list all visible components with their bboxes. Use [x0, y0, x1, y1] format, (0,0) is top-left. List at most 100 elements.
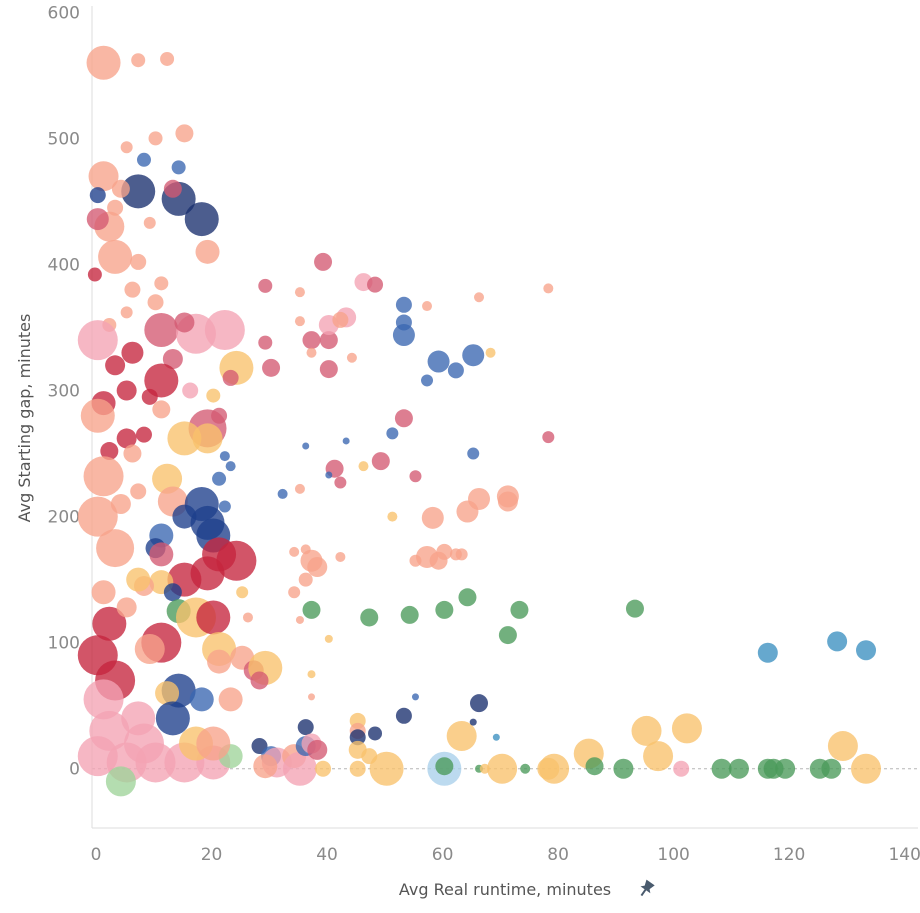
data-point[interactable]: [121, 341, 144, 364]
data-point[interactable]: [172, 504, 197, 529]
data-point[interactable]: [349, 729, 366, 746]
data-point[interactable]: [152, 463, 183, 494]
data-point[interactable]: [306, 347, 317, 358]
data-point[interactable]: [447, 362, 464, 379]
data-point[interactable]: [537, 757, 560, 780]
data-point[interactable]: [856, 640, 877, 661]
data-point[interactable]: [289, 546, 300, 557]
data-point[interactable]: [189, 687, 214, 712]
data-point[interactable]: [120, 306, 133, 319]
data-point[interactable]: [105, 355, 126, 376]
data-point[interactable]: [827, 631, 848, 652]
data-point[interactable]: [123, 444, 142, 463]
data-point[interactable]: [130, 253, 147, 270]
data-point[interactable]: [367, 276, 384, 293]
data-point[interactable]: [543, 283, 554, 294]
data-point[interactable]: [162, 349, 183, 370]
data-point[interactable]: [123, 723, 164, 764]
data-point[interactable]: [134, 633, 165, 664]
data-point[interactable]: [154, 276, 169, 291]
data-point[interactable]: [131, 53, 146, 68]
data-point[interactable]: [387, 511, 398, 522]
data-point[interactable]: [163, 583, 182, 602]
data-point[interactable]: [258, 335, 273, 350]
data-point[interactable]: [360, 608, 379, 627]
data-point[interactable]: [196, 600, 231, 635]
data-point[interactable]: [130, 483, 147, 500]
data-point[interactable]: [219, 451, 230, 462]
data-point[interactable]: [821, 758, 842, 779]
data-point[interactable]: [144, 313, 179, 348]
data-point[interactable]: [520, 763, 531, 774]
data-point[interactable]: [435, 600, 454, 619]
data-point[interactable]: [498, 626, 517, 645]
data-point[interactable]: [319, 331, 338, 350]
data-point[interactable]: [775, 758, 796, 779]
data-point[interactable]: [371, 452, 390, 471]
data-point[interactable]: [160, 51, 175, 66]
data-point[interactable]: [462, 344, 485, 367]
data-point[interactable]: [277, 488, 288, 499]
data-point[interactable]: [314, 252, 333, 271]
data-point[interactable]: [116, 428, 137, 449]
data-point[interactable]: [83, 456, 124, 497]
data-point[interactable]: [332, 311, 349, 328]
data-point[interactable]: [369, 751, 404, 786]
data-point[interactable]: [307, 739, 328, 760]
data-point[interactable]: [196, 726, 231, 761]
data-point[interactable]: [421, 506, 444, 529]
data-point[interactable]: [135, 426, 152, 443]
data-point[interactable]: [295, 615, 304, 624]
data-point[interactable]: [319, 360, 338, 379]
data-point[interactable]: [349, 760, 366, 777]
data-point[interactable]: [470, 694, 489, 713]
data-point[interactable]: [77, 320, 118, 361]
data-point[interactable]: [613, 758, 634, 779]
data-point[interactable]: [325, 471, 333, 479]
data-point[interactable]: [728, 758, 749, 779]
data-point[interactable]: [107, 199, 124, 216]
data-point[interactable]: [487, 753, 518, 784]
data-point[interactable]: [155, 701, 190, 736]
data-point[interactable]: [124, 281, 141, 298]
data-point[interactable]: [167, 421, 202, 456]
pin-icon[interactable]: [636, 879, 655, 899]
data-point[interactable]: [87, 267, 102, 282]
data-point[interactable]: [315, 760, 332, 777]
data-point[interactable]: [422, 301, 433, 312]
data-point[interactable]: [302, 331, 321, 350]
data-point[interactable]: [236, 586, 249, 599]
data-point[interactable]: [395, 707, 412, 724]
data-point[interactable]: [110, 493, 131, 514]
data-point[interactable]: [467, 447, 480, 460]
data-point[interactable]: [510, 600, 529, 619]
data-point[interactable]: [394, 409, 413, 428]
data-point[interactable]: [250, 671, 269, 690]
data-point[interactable]: [105, 766, 136, 797]
data-point[interactable]: [89, 187, 106, 204]
data-point[interactable]: [297, 719, 314, 736]
data-point[interactable]: [218, 687, 243, 712]
data-point[interactable]: [455, 548, 468, 561]
data-point[interactable]: [294, 287, 305, 298]
data-point[interactable]: [446, 720, 477, 751]
data-point[interactable]: [497, 491, 518, 512]
data-point[interactable]: [673, 760, 690, 777]
data-point[interactable]: [346, 352, 357, 363]
data-point[interactable]: [111, 179, 130, 198]
data-point[interactable]: [294, 483, 305, 494]
data-point[interactable]: [427, 350, 450, 373]
data-point[interactable]: [386, 427, 399, 440]
data-point[interactable]: [307, 670, 316, 679]
data-point[interactable]: [92, 606, 127, 641]
data-point[interactable]: [585, 757, 604, 776]
data-point[interactable]: [358, 461, 369, 472]
data-point[interactable]: [152, 400, 171, 419]
data-point[interactable]: [182, 382, 199, 399]
data-point[interactable]: [155, 681, 180, 706]
data-point[interactable]: [86, 45, 121, 80]
data-point[interactable]: [171, 160, 186, 175]
data-point[interactable]: [334, 476, 347, 489]
data-point[interactable]: [409, 554, 422, 567]
data-point[interactable]: [136, 152, 151, 167]
